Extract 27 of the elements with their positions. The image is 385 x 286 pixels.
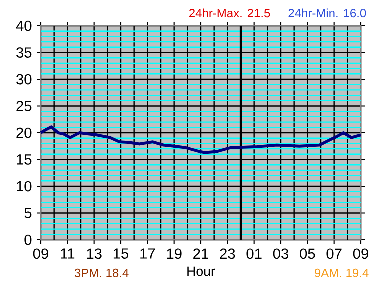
y-tick-label: 10 <box>17 181 32 192</box>
x-tick-label: 01 <box>246 248 262 260</box>
y-tick-label: 0 <box>24 234 32 246</box>
text: 3PM. 18.4 <box>74 268 129 278</box>
text: 24hr-Max. 21.5 <box>190 8 270 18</box>
y-tick-label: 40 <box>16 20 32 32</box>
text: 24hr-Min. 16.0 <box>288 8 366 18</box>
x-tick-label: 19 <box>167 248 182 260</box>
x-tick-label: 17 <box>140 248 156 259</box>
y-tick-label: 15 <box>17 154 32 165</box>
x-tick-label: 13 <box>87 248 102 260</box>
x-tick-label: 15 <box>114 248 129 259</box>
y-tick-label: 5 <box>24 208 32 218</box>
text: 9AM. 19.4 <box>315 268 369 278</box>
x-tick-label: 05 <box>300 248 316 260</box>
y-tick-label: 30 <box>16 74 32 85</box>
x-axis-title: Hour <box>188 266 216 276</box>
y-tick-label: 35 <box>16 48 32 58</box>
y-tick-label: 20 <box>16 128 32 138</box>
x-tick-label: 07 <box>326 248 342 260</box>
x-tick-label: 21 <box>194 248 208 259</box>
x-tick-label: 23 <box>220 248 236 260</box>
x-tick-label: 11 <box>61 248 75 259</box>
y-tick-label: 25 <box>16 101 32 112</box>
x-tick-label: 09 <box>353 248 368 260</box>
x-tick-label: 03 <box>273 248 289 260</box>
x-tick-label: 09 <box>33 248 48 260</box>
